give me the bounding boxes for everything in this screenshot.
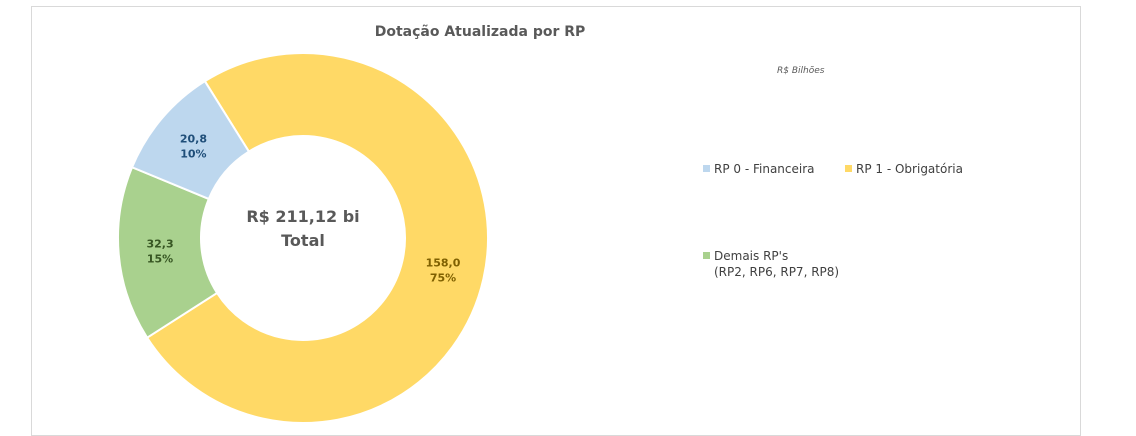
legend-item-demais: Demais RP's (RP2, RP6, RP7, RP8) [703,248,839,280]
label-rp0-value: 20,8 [180,132,207,145]
legend-label-rp0: RP 0 - Financeira [714,162,815,176]
legend-item-rp0: RP 0 - Financeira [703,161,815,177]
label-rp1-value: 158,0 [426,257,461,270]
donut-chart: 158,0 75% 32,3 15% 20,8 10% R$ 211,12 bi Total [117,52,489,423]
slice-rp1 [145,52,489,423]
legend-swatch-rp1 [845,165,852,172]
legend-swatch-rp0 [703,165,710,172]
legend-label-rp1: RP 1 - Obrigatória [856,162,963,176]
legend-swatch-demais [703,252,710,259]
chart-title: Dotação Atualizada por RP [0,24,1040,40]
label-rp1-percent: 75% [430,272,456,285]
center-total-caption: Total [281,231,325,250]
label-rp0-percent: 10% [180,147,206,160]
legend-label-demais: Demais RP's (RP2, RP6, RP7, RP8) [714,249,840,279]
chart-title-text: Dotação Atualizada por RP [374,24,586,40]
center-total-value: R$ 211,12 bi [246,207,359,226]
label-demais-percent: 15% [147,253,173,266]
legend-item-rp1: RP 1 - Obrigatória [845,161,963,177]
slice-rp0 [130,79,251,201]
label-demais-value: 32,3 [146,238,173,251]
unit-note: R$ Bilhões [777,66,825,76]
